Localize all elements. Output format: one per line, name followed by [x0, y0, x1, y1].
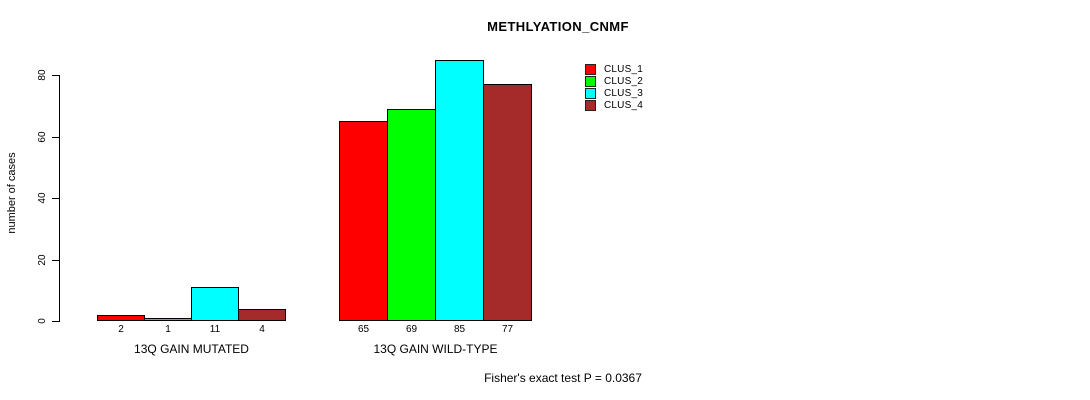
fisher-test-annotation: Fisher's exact test P = 0.0367: [484, 371, 642, 385]
legend-swatch-clus_4: [585, 100, 596, 111]
y-axis-tick-label: 20: [37, 254, 48, 266]
legend-swatch-clus_3: [585, 88, 596, 99]
legend-item: CLUS_1: [585, 64, 643, 75]
y-axis-title: number of cases: [6, 152, 18, 234]
bar-value-label: 85: [453, 324, 466, 335]
y-axis-line: [59, 75, 60, 322]
bar-clus_3: [435, 60, 484, 321]
y-axis-tick-mark: [52, 321, 59, 322]
bar-clus_2: [144, 318, 192, 321]
y-axis-tick-label: 60: [37, 131, 48, 143]
bar-value-label: 69: [405, 324, 418, 335]
y-axis-tick-label: 0: [37, 318, 48, 324]
bar-clus_1: [339, 121, 388, 321]
y-axis-tick-mark: [52, 137, 59, 138]
bar-value-label: 11: [209, 324, 221, 335]
y-axis-tick-label: 80: [37, 69, 48, 81]
legend-item: CLUS_4: [585, 100, 643, 111]
legend-label: CLUS_4: [604, 100, 643, 111]
legend-item: CLUS_3: [585, 88, 643, 99]
legend-label: CLUS_3: [604, 88, 643, 99]
bar-clus_4: [238, 309, 286, 321]
bar-clus_3: [191, 287, 239, 321]
legend-item: CLUS_2: [585, 76, 643, 87]
y-axis-tick-label: 40: [37, 192, 48, 204]
bar-value-label: 77: [501, 324, 514, 335]
legend-label: CLUS_1: [604, 64, 643, 75]
chart-legend: CLUS_1 CLUS_2 CLUS_3 CLUS_4: [585, 64, 643, 112]
category-label: 13Q GAIN MUTATED: [134, 342, 249, 356]
bar-clus_4: [483, 84, 532, 321]
y-axis-tick-mark: [52, 198, 59, 199]
bar-value-label: 1: [165, 324, 171, 335]
legend-label: CLUS_2: [604, 76, 643, 87]
bar-clus_2: [387, 109, 436, 321]
bar-value-label: 2: [118, 324, 124, 335]
chart-title: METHLYATION_CNMF: [487, 19, 629, 34]
y-axis-tick-mark: [52, 75, 59, 76]
bar-value-label: 4: [259, 324, 265, 335]
legend-swatch-clus_2: [585, 76, 596, 87]
legend-swatch-clus_1: [585, 64, 596, 75]
bar-clus_1: [97, 315, 145, 321]
category-label: 13Q GAIN WILD-TYPE: [373, 342, 498, 356]
bar-value-label: 65: [357, 324, 370, 335]
y-axis-tick-mark: [52, 260, 59, 261]
